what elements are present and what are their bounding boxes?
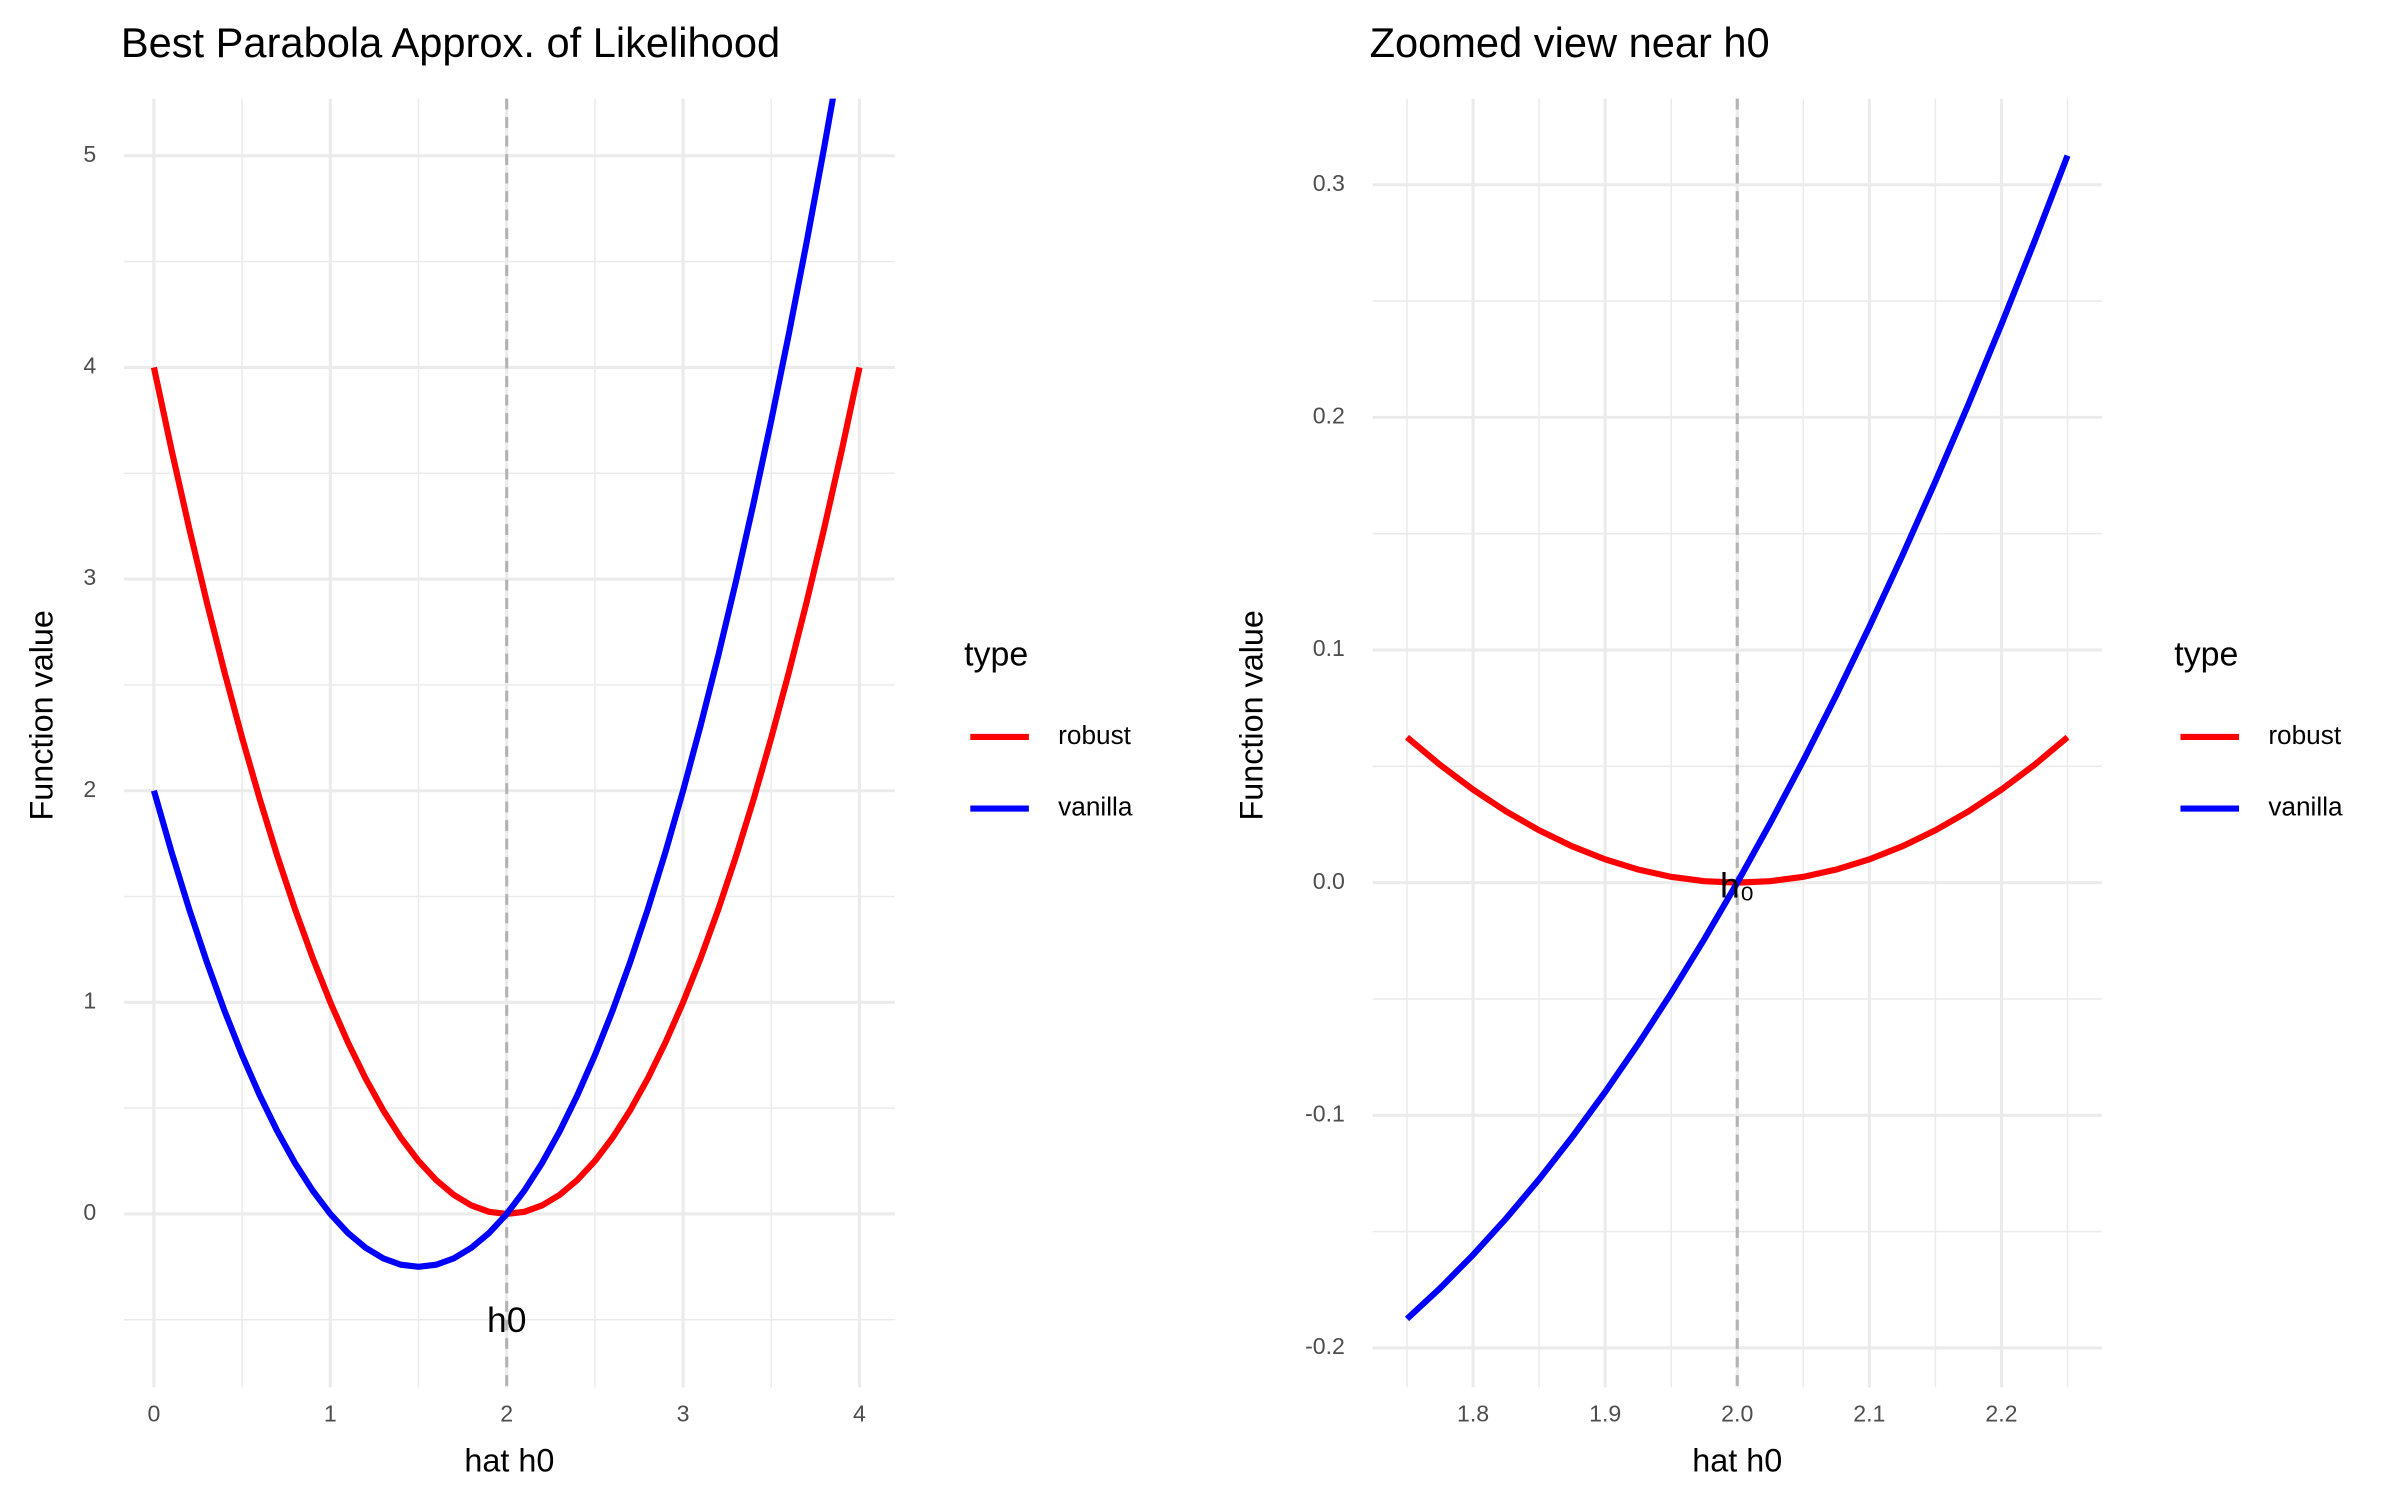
y-axis-title: Function value bbox=[23, 610, 59, 820]
x-tick-label: 1.9 bbox=[1589, 1400, 1621, 1426]
legend-label: vanilla bbox=[2268, 792, 2343, 822]
legend-label: vanilla bbox=[1058, 792, 1133, 822]
line-series bbox=[150, 98, 836, 1270]
y-tick-label: 0.3 bbox=[1313, 170, 1345, 196]
x-tick-label: 3 bbox=[677, 1400, 690, 1426]
x-tick-label: 2.1 bbox=[1853, 1400, 1885, 1426]
x-tick-label: 1 bbox=[324, 1400, 337, 1426]
annotation: h0 bbox=[487, 1300, 526, 1340]
chart-title: Best Parabola Approx. of Likelihood bbox=[121, 19, 780, 66]
y-axis-title: Function value bbox=[1234, 610, 1270, 820]
x-axis-title: hat h0 bbox=[464, 1443, 554, 1479]
x-tick-label: 0 bbox=[148, 1400, 161, 1426]
y-tick-label: 0.2 bbox=[1313, 402, 1345, 428]
y-tick-label: 3 bbox=[83, 564, 96, 590]
line-series bbox=[1404, 154, 2071, 1322]
y-tick-label: 1 bbox=[83, 987, 96, 1013]
legend-title: type bbox=[2174, 636, 2238, 674]
x-tick-label: 1.8 bbox=[1457, 1400, 1489, 1426]
x-tick-label: 2.0 bbox=[1721, 1400, 1753, 1426]
legend-label: robust bbox=[2268, 720, 2342, 750]
x-tick-label: 4 bbox=[853, 1400, 866, 1426]
y-tick-label: 5 bbox=[83, 141, 96, 167]
legend-title: type bbox=[964, 636, 1028, 674]
y-tick-label: 2 bbox=[83, 776, 96, 802]
legend-label: robust bbox=[1058, 720, 1132, 750]
y-tick-label: -0.2 bbox=[1305, 1333, 1345, 1359]
y-tick-label: -0.1 bbox=[1305, 1100, 1345, 1126]
y-tick-label: 0.1 bbox=[1313, 635, 1345, 661]
y-tick-label: 4 bbox=[83, 353, 96, 379]
x-tick-label: 2.2 bbox=[1985, 1400, 2017, 1426]
x-tick-label: 2 bbox=[500, 1400, 513, 1426]
y-tick-label: 0 bbox=[83, 1199, 96, 1225]
chart-title: Zoomed view near h0 bbox=[1370, 19, 1770, 66]
annotation: h₀ bbox=[1720, 865, 1754, 905]
x-axis-title: hat h0 bbox=[1692, 1443, 1782, 1479]
y-tick-label: 0.0 bbox=[1313, 868, 1345, 894]
